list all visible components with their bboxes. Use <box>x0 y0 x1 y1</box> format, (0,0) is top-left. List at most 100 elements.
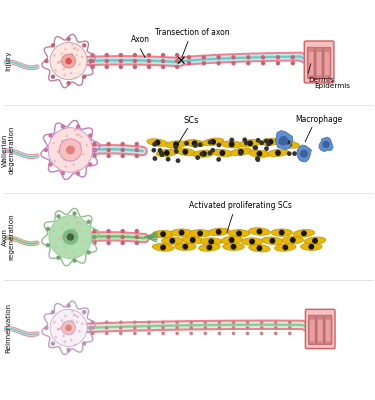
Circle shape <box>60 150 61 152</box>
Circle shape <box>73 164 75 165</box>
Circle shape <box>81 323 83 324</box>
Circle shape <box>176 66 178 68</box>
Circle shape <box>74 77 76 79</box>
Circle shape <box>254 146 257 149</box>
Circle shape <box>65 48 66 50</box>
Circle shape <box>217 56 220 59</box>
Circle shape <box>147 66 150 68</box>
Ellipse shape <box>184 140 205 147</box>
Ellipse shape <box>162 237 183 244</box>
Circle shape <box>60 328 61 329</box>
Circle shape <box>61 53 63 54</box>
Circle shape <box>244 141 248 145</box>
Circle shape <box>49 163 52 166</box>
Circle shape <box>190 321 192 324</box>
Circle shape <box>73 240 75 242</box>
Circle shape <box>209 140 212 144</box>
Ellipse shape <box>201 238 222 245</box>
Circle shape <box>76 321 78 323</box>
Ellipse shape <box>241 238 263 245</box>
Circle shape <box>77 316 79 318</box>
Circle shape <box>194 144 197 147</box>
Circle shape <box>262 62 265 65</box>
Circle shape <box>274 332 277 334</box>
Circle shape <box>107 154 110 157</box>
Circle shape <box>92 332 94 334</box>
Circle shape <box>63 229 78 245</box>
Circle shape <box>286 140 290 144</box>
Circle shape <box>291 62 294 65</box>
Circle shape <box>83 75 86 78</box>
Circle shape <box>217 143 220 147</box>
Circle shape <box>92 327 94 329</box>
Circle shape <box>65 166 67 167</box>
Circle shape <box>176 159 180 162</box>
Circle shape <box>134 332 136 334</box>
Circle shape <box>78 222 79 223</box>
Circle shape <box>45 326 48 329</box>
Circle shape <box>49 134 52 137</box>
Circle shape <box>80 142 81 144</box>
Ellipse shape <box>240 140 261 147</box>
Circle shape <box>57 215 60 218</box>
Circle shape <box>237 231 241 236</box>
FancyBboxPatch shape <box>324 315 332 345</box>
Circle shape <box>183 244 188 249</box>
Circle shape <box>232 321 235 324</box>
Circle shape <box>261 332 263 334</box>
Circle shape <box>64 246 66 247</box>
Circle shape <box>121 242 124 244</box>
Circle shape <box>120 332 122 334</box>
Circle shape <box>293 152 296 155</box>
Circle shape <box>135 242 138 244</box>
Circle shape <box>230 238 234 242</box>
Circle shape <box>73 314 75 316</box>
Circle shape <box>72 62 74 63</box>
Circle shape <box>53 230 55 231</box>
Circle shape <box>216 230 221 234</box>
Circle shape <box>81 136 82 137</box>
Text: Transection of axon: Transection of axon <box>155 28 230 37</box>
Circle shape <box>238 150 243 154</box>
Circle shape <box>256 157 259 160</box>
Circle shape <box>106 321 108 324</box>
Circle shape <box>59 139 81 161</box>
Circle shape <box>55 247 56 248</box>
Circle shape <box>77 256 79 258</box>
Circle shape <box>105 54 108 56</box>
Circle shape <box>155 140 160 145</box>
Circle shape <box>121 148 124 152</box>
Circle shape <box>211 140 215 144</box>
Circle shape <box>71 53 72 54</box>
Circle shape <box>75 238 76 240</box>
Ellipse shape <box>278 141 300 148</box>
Ellipse shape <box>199 244 220 251</box>
Circle shape <box>162 321 164 324</box>
Circle shape <box>134 60 136 62</box>
Circle shape <box>176 321 178 324</box>
Circle shape <box>75 314 76 316</box>
Circle shape <box>232 327 235 329</box>
Circle shape <box>179 230 184 235</box>
Circle shape <box>190 327 192 329</box>
FancyBboxPatch shape <box>309 52 314 75</box>
Ellipse shape <box>211 149 233 157</box>
Circle shape <box>46 228 50 230</box>
Circle shape <box>67 82 70 85</box>
Circle shape <box>162 60 165 62</box>
Circle shape <box>202 62 206 65</box>
Circle shape <box>289 327 291 329</box>
Ellipse shape <box>182 236 203 244</box>
Ellipse shape <box>230 148 252 156</box>
Circle shape <box>120 321 122 324</box>
Circle shape <box>86 232 87 233</box>
Circle shape <box>71 320 72 321</box>
Circle shape <box>176 54 178 56</box>
Circle shape <box>204 321 206 324</box>
Ellipse shape <box>171 229 192 236</box>
Circle shape <box>65 252 67 254</box>
Ellipse shape <box>193 150 214 157</box>
Circle shape <box>86 144 87 146</box>
Circle shape <box>161 245 165 250</box>
Circle shape <box>73 212 76 215</box>
